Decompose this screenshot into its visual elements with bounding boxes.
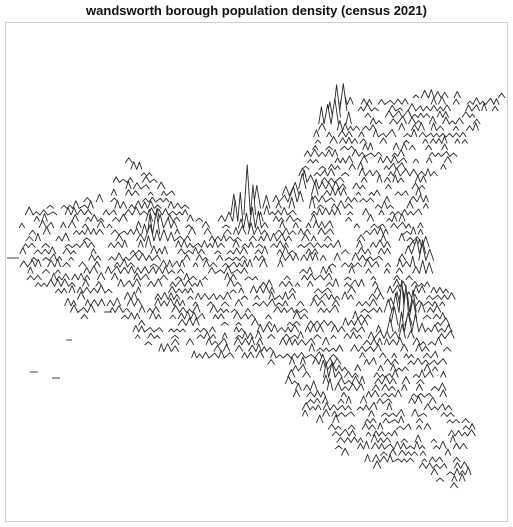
density-ridge-line xyxy=(191,350,439,359)
density-ridge-line xyxy=(303,148,458,157)
density-ridge-line xyxy=(315,414,470,424)
density-ridge-line xyxy=(284,374,425,385)
density-ridge-line xyxy=(334,440,468,450)
density-ridge-line xyxy=(30,242,435,261)
density-ridge-line xyxy=(25,224,422,242)
density-ridge-line xyxy=(22,235,430,248)
density-ridge-line xyxy=(331,428,476,437)
density-ridge-line xyxy=(412,89,506,99)
density-ridge-line xyxy=(19,238,427,255)
density-ridge-line xyxy=(267,353,448,365)
density-ridge-line xyxy=(46,184,429,209)
density-ridge-line xyxy=(435,473,466,482)
density-ridge-line xyxy=(112,170,427,183)
density-ridge-line xyxy=(80,284,446,320)
density-ridge-line xyxy=(27,259,434,274)
density-ridge-line xyxy=(64,291,446,307)
density-ridge-line xyxy=(313,128,467,138)
density-ridge-line xyxy=(132,311,453,333)
density-ridge-line xyxy=(339,83,499,112)
density-ridge-line xyxy=(140,167,438,177)
map-title: wandsworth borough population density (c… xyxy=(86,3,427,18)
density-ridge-line xyxy=(318,97,481,125)
density-ridge-line xyxy=(301,401,453,411)
density-ridge-line xyxy=(327,422,476,430)
density-ridge-line xyxy=(340,447,452,456)
density-ridge-line xyxy=(317,120,480,131)
density-ridge-line xyxy=(430,466,472,476)
density-ridge-line xyxy=(314,135,469,144)
density-ridge-line xyxy=(28,211,424,235)
density-ridge-line xyxy=(336,434,456,443)
density-ridge-line xyxy=(130,161,447,170)
density-ridge-line xyxy=(24,164,423,216)
density-ridge-line xyxy=(158,343,452,352)
density-ridge-line xyxy=(33,191,406,222)
density-ridge-line xyxy=(339,89,500,105)
density-ridge-line xyxy=(449,482,459,489)
density-ridge-line xyxy=(125,172,426,190)
density-ridge-line xyxy=(144,336,443,346)
density-ridge-line xyxy=(83,186,429,203)
density-ridge-line xyxy=(110,181,422,196)
density-ridge-line xyxy=(372,460,469,469)
density-ridge-line xyxy=(326,84,476,118)
density-ridge-line xyxy=(364,454,461,463)
density-ridge-line xyxy=(18,206,424,229)
density-ridge-line xyxy=(134,323,455,339)
density-ridge-line xyxy=(306,395,437,404)
density-ridge-line xyxy=(19,255,416,268)
density-ridge-line xyxy=(301,408,455,417)
density-ridge-line xyxy=(292,389,448,398)
density-ridge-line xyxy=(294,377,447,391)
density-ridge-line xyxy=(26,272,413,281)
density-ridge-line xyxy=(312,142,449,151)
density-ridge-line xyxy=(124,155,453,164)
density-ridge-line xyxy=(54,284,450,294)
density-ridge-line xyxy=(34,278,431,287)
